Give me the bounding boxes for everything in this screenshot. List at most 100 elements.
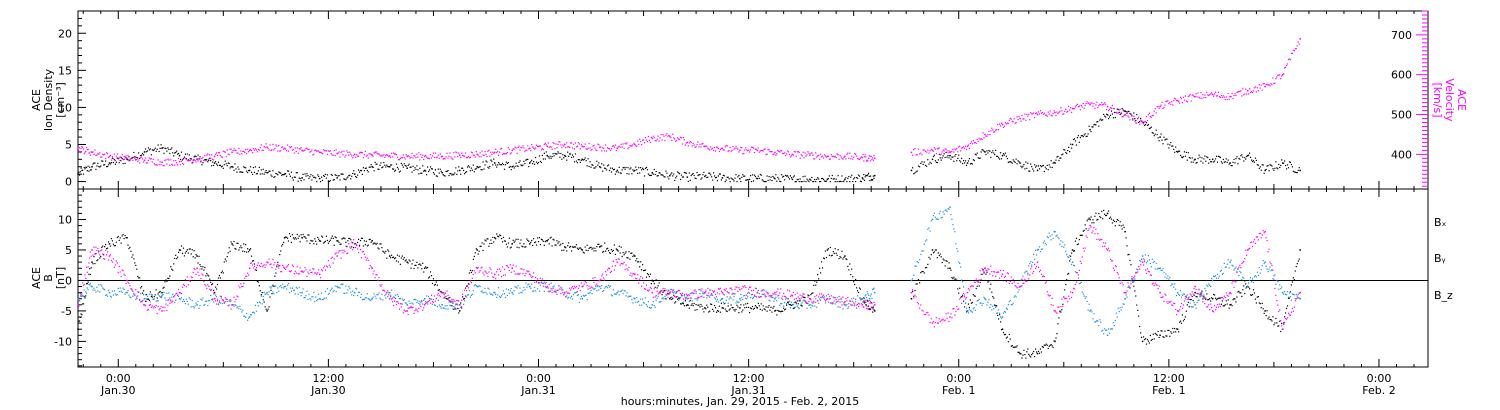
density-point (1289, 161, 1292, 163)
velocity-point (835, 156, 837, 159)
density-point (289, 175, 292, 177)
density-point (724, 180, 726, 183)
by-point (820, 297, 823, 299)
velocity-point (1260, 84, 1262, 86)
velocity-point (1038, 113, 1041, 115)
by-point (848, 302, 850, 305)
bx-point (543, 244, 545, 247)
velocity-point (658, 140, 660, 142)
density-point (293, 176, 295, 178)
bx-point (1184, 316, 1186, 318)
velocity-point (872, 159, 874, 161)
velocity-point (1045, 114, 1047, 116)
by-point (520, 291, 522, 294)
by-point (523, 286, 525, 289)
by-point (606, 287, 609, 289)
density-point (1099, 119, 1101, 121)
bx-point (985, 273, 987, 275)
bx-point (518, 247, 520, 249)
bx-point (87, 281, 89, 283)
velocity-point (85, 147, 88, 149)
density-point (578, 159, 580, 161)
by-point (340, 283, 342, 286)
by-point (720, 298, 722, 300)
bx-point (1255, 302, 1258, 304)
by-point (748, 292, 751, 295)
density-point (865, 175, 868, 177)
by-point (174, 301, 176, 304)
by-point (677, 290, 679, 292)
by-point (732, 299, 734, 301)
by-point (149, 301, 151, 303)
density-point (833, 178, 835, 180)
density-point (230, 166, 232, 168)
bx-point (634, 255, 636, 257)
velocity-point (89, 152, 91, 154)
velocity-point (100, 156, 102, 158)
bx-point (767, 306, 769, 308)
bx-point (255, 269, 258, 271)
bx-point (1281, 322, 1283, 325)
by-point (471, 293, 473, 295)
by-point (143, 297, 146, 300)
bx-point (259, 290, 261, 292)
velocity-point (971, 143, 973, 145)
bx-point (449, 300, 451, 302)
bx-point (793, 307, 795, 309)
velocity-point (154, 164, 156, 166)
bx-point (209, 278, 211, 280)
density-point (829, 180, 831, 183)
bx-point (307, 234, 309, 236)
density-point (476, 166, 478, 168)
bx-point (1287, 297, 1290, 299)
by-point (621, 289, 623, 291)
bx-point (544, 241, 546, 243)
density-point (1118, 111, 1120, 114)
density-point (508, 166, 510, 168)
bx-point (813, 284, 815, 286)
velocity-point (998, 123, 1001, 125)
bx-point (968, 306, 971, 309)
bx-point (1071, 249, 1074, 251)
velocity-point (756, 149, 759, 152)
density-point (603, 164, 605, 166)
density-point (1027, 162, 1029, 164)
density-point (1161, 139, 1163, 141)
density-point (1252, 160, 1255, 162)
density-point (1210, 161, 1212, 163)
density-point (466, 166, 469, 168)
density-point (1102, 119, 1104, 121)
by-point (223, 302, 225, 304)
density-point (746, 179, 748, 181)
by-point (666, 289, 668, 291)
by-point (831, 303, 833, 305)
bx-point (515, 238, 517, 240)
density-point (590, 166, 592, 168)
density-point (856, 177, 859, 179)
bx-point (313, 243, 315, 245)
density-point (216, 164, 219, 166)
velocity-point (1246, 89, 1249, 92)
by-point (79, 295, 81, 297)
velocity-point (559, 141, 561, 143)
bx-point (633, 254, 635, 256)
velocity-point (112, 158, 115, 160)
bx-point (970, 302, 972, 304)
density-point (110, 161, 113, 164)
bx-point (400, 257, 402, 259)
by-point (710, 289, 712, 291)
density-point (714, 177, 717, 179)
by-point (1281, 291, 1284, 294)
bx-point (388, 255, 391, 257)
by-point (840, 298, 842, 300)
density-point (524, 162, 526, 165)
velocity-point (471, 152, 473, 154)
by-point (190, 306, 192, 308)
velocity-point (750, 146, 753, 148)
bx-point (1008, 333, 1010, 336)
density-point (1079, 136, 1081, 139)
density-point (701, 177, 703, 179)
velocity-point (500, 147, 503, 150)
velocity-point (1250, 91, 1253, 93)
density-point (257, 170, 259, 172)
